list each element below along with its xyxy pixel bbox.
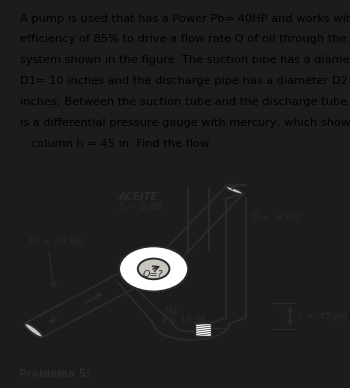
Bar [195,323,211,336]
Text: D₂=  8 plg: D₂= 8 plg [252,213,301,222]
Circle shape [119,246,188,291]
Text: ACEITE: ACEITE [119,192,158,202]
Circle shape [138,258,169,279]
Text: column h = 45 in. Find the flow: column h = 45 in. Find the flow [20,139,210,149]
Text: s’= 13.56: s’= 13.56 [162,316,206,325]
Text: D1= 10 inches and the discharge pipe has a diameter D2= 8: D1= 10 inches and the discharge pipe has… [20,76,350,87]
Text: A pump is used that has a Power Pb= 40HP and works with an: A pump is used that has a Power Pb= 40HP… [20,14,350,24]
Text: efficiency of 85% to drive a flow rate Q of oil through the: efficiency of 85% to drive a flow rate Q… [20,35,347,45]
Text: Problema 5:: Problema 5: [19,369,90,379]
Text: h =  45 plg: h = 45 plg [298,312,348,321]
Text: system shown in the figure. The suction pipe has a diameter: system shown in the figure. The suction … [20,55,350,66]
Text: is a differential pressure gauge with mercury, which shows a: is a differential pressure gauge with me… [20,118,350,128]
Text: inches; Between the suction tube and the discharge tube there: inches; Between the suction tube and the… [20,97,350,107]
Ellipse shape [25,323,43,338]
Ellipse shape [225,186,243,194]
Text: S = 0.86: S = 0.86 [119,202,162,212]
Text: Hg: Hg [165,306,178,315]
Text: Q=?: Q=? [143,270,163,279]
Text: D₁ = 10 plg: D₁ = 10 plg [29,237,83,246]
